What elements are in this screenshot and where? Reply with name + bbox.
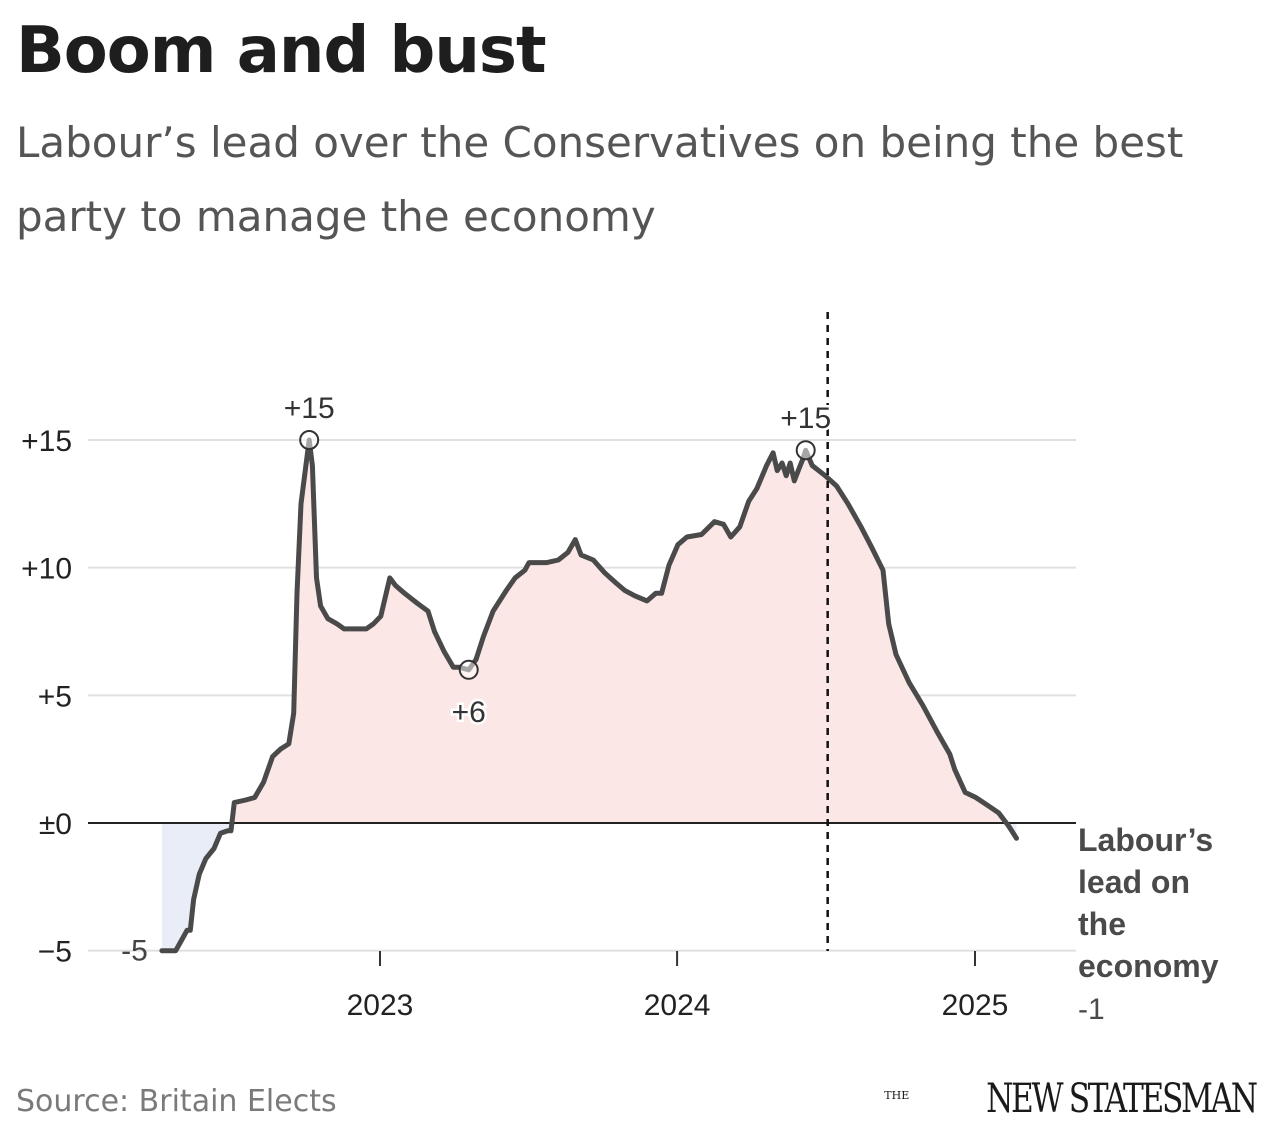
y-tick-label: +10 (21, 553, 72, 586)
annotation-marker (299, 430, 320, 450)
x-axis-ticks: 2023 2024 2025 (347, 951, 1009, 1022)
y-tick-label: ±0 (39, 808, 72, 841)
series-label-line: lead on (1078, 864, 1190, 900)
chart-subtitle: Labour’s lead over the Conservatives on … (16, 118, 1184, 241)
annotation-marker (795, 440, 816, 461)
annotations: +15 +6 +15 -5 (121, 390, 833, 968)
y-tick-label: +5 (38, 680, 72, 713)
series-end-value: -1 (1078, 993, 1105, 1026)
series-label-line: Labour’s (1078, 822, 1213, 858)
annotation-label: +15 (780, 402, 831, 435)
logo-name: NEW STATESMAN (986, 1076, 1258, 1122)
series-label-line: economy (1078, 948, 1219, 984)
series-line-labour-lead (159, 437, 1019, 954)
series-label-line: the (1078, 906, 1126, 942)
annotation-label: -5 (121, 935, 148, 968)
annotation-label: +6 (452, 696, 486, 729)
area-fills (161, 440, 1017, 951)
y-axis-labels: +15 +10 +5 ±0 −5 (21, 425, 72, 969)
y-tick-label: −5 (38, 936, 72, 969)
annotation-marker (458, 659, 479, 680)
y-tick-label: +15 (21, 425, 72, 458)
annotation-label: +15 (284, 392, 335, 425)
chart-title: Boom and bust (16, 14, 547, 88)
logo-prefix: THE (884, 1089, 910, 1102)
series-end-label: Labour’s lead on the economy -1 (1078, 822, 1219, 1026)
x-tick-label: 2024 (644, 989, 711, 1022)
negative-area (161, 823, 1017, 951)
source-note: Source: Britain Elects (16, 1084, 337, 1119)
positive-area (161, 440, 1017, 823)
x-tick-label: 2023 (347, 989, 414, 1022)
x-tick-label: 2025 (942, 989, 1009, 1022)
publisher-logo: THE NEW STATESMAN (884, 1076, 1258, 1122)
